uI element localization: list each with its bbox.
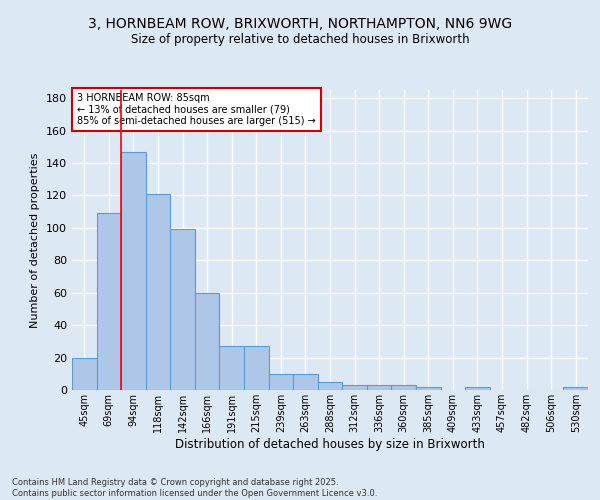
Text: Size of property relative to detached houses in Brixworth: Size of property relative to detached ho… [131,32,469,46]
Text: 3, HORNBEAM ROW, BRIXWORTH, NORTHAMPTON, NN6 9WG: 3, HORNBEAM ROW, BRIXWORTH, NORTHAMPTON,… [88,18,512,32]
Bar [563,387,588,390]
Bar [391,385,416,390]
Bar [170,230,195,390]
Bar [318,382,342,390]
Bar [97,213,121,390]
Bar [465,387,490,390]
Bar [244,346,269,390]
Bar [146,194,170,390]
Bar [72,358,97,390]
Bar [195,292,220,390]
Bar [367,385,391,390]
Bar [220,346,244,390]
X-axis label: Distribution of detached houses by size in Brixworth: Distribution of detached houses by size … [175,438,485,450]
Bar [121,152,146,390]
Text: 3 HORNBEAM ROW: 85sqm
← 13% of detached houses are smaller (79)
85% of semi-deta: 3 HORNBEAM ROW: 85sqm ← 13% of detached … [77,93,316,126]
Bar [342,385,367,390]
Y-axis label: Number of detached properties: Number of detached properties [31,152,40,328]
Bar [416,387,440,390]
Bar [293,374,318,390]
Text: Contains HM Land Registry data © Crown copyright and database right 2025.
Contai: Contains HM Land Registry data © Crown c… [12,478,377,498]
Bar [269,374,293,390]
